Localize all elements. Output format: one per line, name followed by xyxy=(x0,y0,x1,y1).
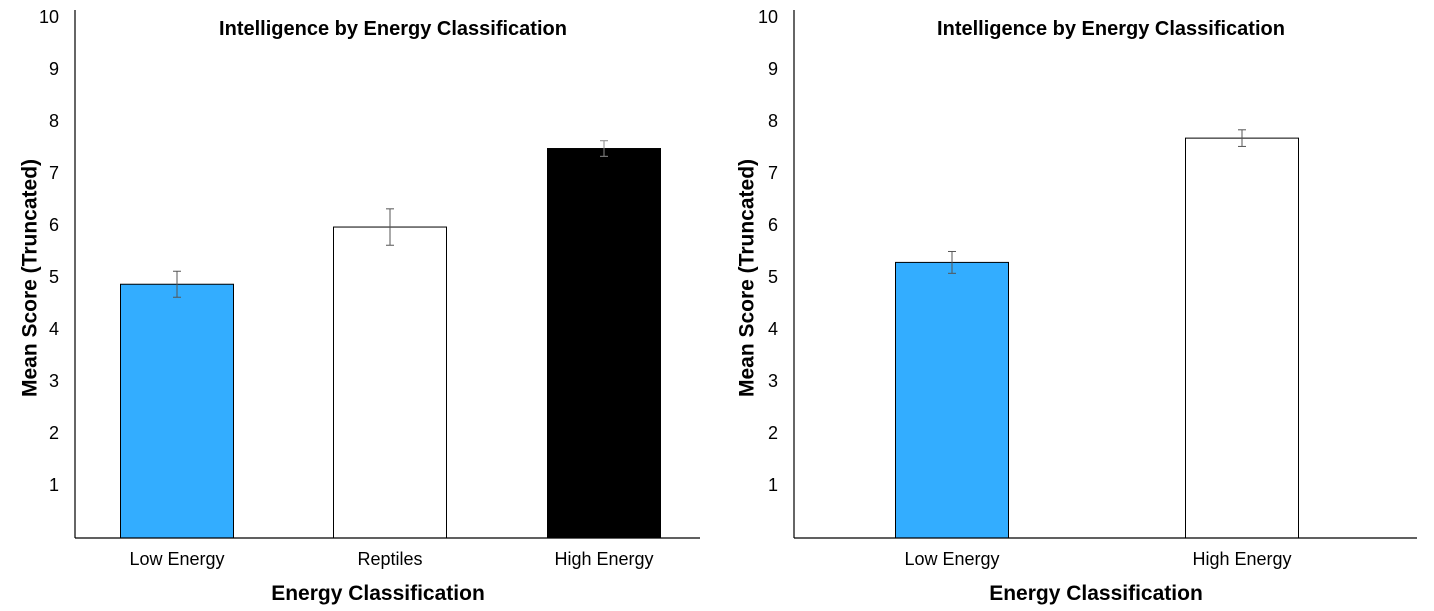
chart-title: Intelligence by Energy Classification xyxy=(937,18,1285,40)
y-tick-label: 6 xyxy=(768,215,778,235)
category-label: Low Energy xyxy=(129,549,224,569)
y-tick-label: 7 xyxy=(49,163,59,183)
y-tick-label: 2 xyxy=(49,423,59,443)
y-tick-label: 10 xyxy=(758,7,778,27)
bar xyxy=(547,148,661,539)
y-tick-label: 7 xyxy=(768,163,778,183)
bar xyxy=(120,283,234,539)
y-tick-label: 9 xyxy=(768,59,778,79)
y-tick-label: 5 xyxy=(49,267,59,287)
chart-title: Intelligence by Energy Classification xyxy=(219,18,567,40)
category-label: High Energy xyxy=(1192,549,1291,569)
x-axis-label: Energy Classification xyxy=(271,582,485,605)
x-axis-label: Energy Classification xyxy=(989,582,1203,605)
y-tick-label: 3 xyxy=(49,371,59,391)
category-label: Low Energy xyxy=(904,549,999,569)
y-tick-label: 1 xyxy=(768,475,778,495)
y-tick-label: 2 xyxy=(768,423,778,443)
y-tick-label: 9 xyxy=(49,59,59,79)
y-tick-label: 6 xyxy=(49,215,59,235)
y-axis-label: Mean Score (Truncated) xyxy=(19,159,42,397)
y-tick-label: 8 xyxy=(768,111,778,131)
y-axis-label: Mean Score (Truncated) xyxy=(736,159,759,397)
y-tick-label: 3 xyxy=(768,371,778,391)
y-tick-label: 8 xyxy=(49,111,59,131)
y-tick-label: 1 xyxy=(49,475,59,495)
y-tick-label: 4 xyxy=(768,319,778,339)
bar-chart-left: Intelligence by Energy Classification Mea… xyxy=(19,7,700,605)
y-tick-label: 5 xyxy=(768,267,778,287)
category-label: Reptiles xyxy=(357,549,422,569)
y-tick-label: 10 xyxy=(39,7,59,27)
y-tick-label: 4 xyxy=(49,319,59,339)
bar xyxy=(895,261,1009,539)
bar-chart-right: Intelligence by Energy Classification Mea… xyxy=(736,7,1417,605)
bar xyxy=(333,226,447,539)
category-label: High Energy xyxy=(554,549,653,569)
bar xyxy=(1185,137,1299,539)
